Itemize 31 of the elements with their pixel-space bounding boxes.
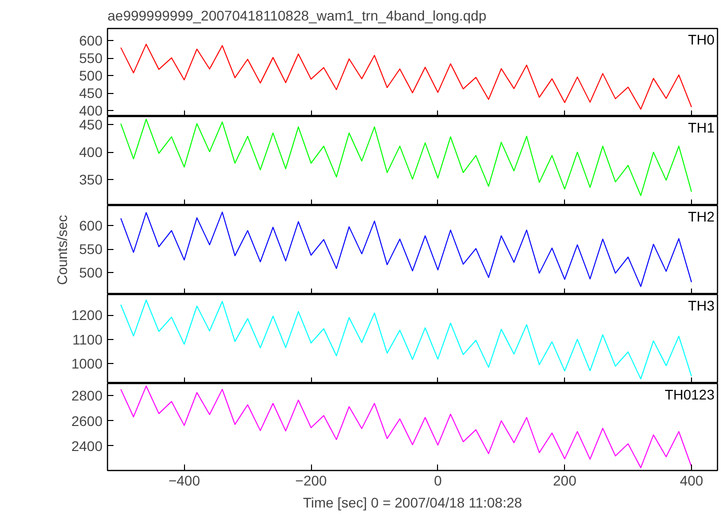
y-tick-label: 1200 (71, 307, 103, 324)
x-tick-label: −200 (295, 472, 328, 488)
series-label: TH2 (688, 208, 715, 224)
text: TH0 (688, 32, 715, 48)
y-axis-title: Counts/sec (54, 214, 70, 286)
y-tick-label: 2600 (71, 412, 103, 429)
y-tick-label: 1000 (71, 355, 103, 372)
y-tick-label: 500 (79, 68, 103, 84)
x-tick-label: 200 (553, 472, 577, 488)
y-tick-label: 400 (79, 144, 103, 160)
y-tick-label: 450 (79, 85, 103, 102)
y-tick-label: 550 (79, 241, 103, 258)
x-tick-label: 400 (680, 472, 704, 488)
y-tick-label: 600 (79, 32, 103, 49)
y-tick-label: 550 (79, 50, 103, 66)
y-tick-label: 2400 (71, 438, 103, 454)
y-tick-label: 500 (79, 264, 103, 281)
y-tick-label: 350 (79, 172, 103, 188)
line-series (120, 44, 692, 110)
y-tick-label: 1100 (72, 331, 103, 348)
series-label: TH1 (688, 120, 715, 136)
x-tick-label: 0 (434, 472, 442, 488)
x-axis-title: Time [sec] 0 = 2007/04/18 11:08:28 (302, 494, 522, 510)
series-label: TH3 (688, 298, 715, 314)
y-tick-label: 400 (79, 102, 103, 119)
y-tick-label: 600 (79, 217, 103, 234)
chart-title: ae999999999_20070418110828_wam1_trn_4band_long.qdp (108, 8, 487, 24)
x-tick-label: −400 (168, 472, 200, 488)
y-tick-label: 450 (79, 116, 103, 133)
text: TH0123 (664, 386, 715, 402)
y-tick-label: 2800 (71, 388, 103, 404)
